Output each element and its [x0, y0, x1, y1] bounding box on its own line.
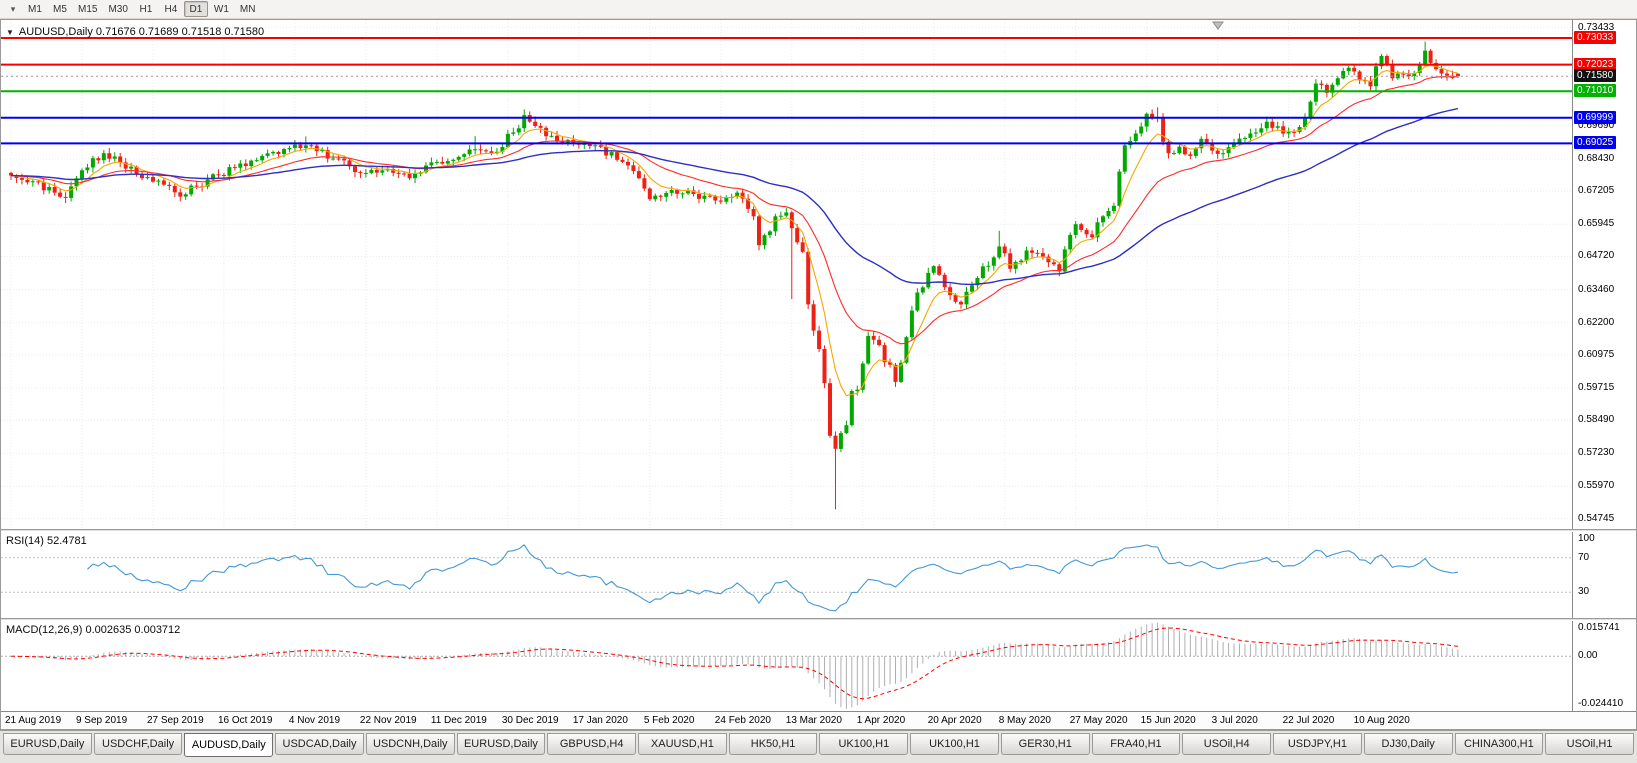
timeframe-button-m15[interactable]: M15	[78, 3, 98, 15]
date-tick-label: 13 Mar 2020	[785, 715, 842, 726]
chart-shift-marker	[1212, 21, 1224, 30]
timeframe-button-m30[interactable]: M30	[108, 3, 128, 15]
date-tick-label: 22 Nov 2019	[359, 715, 417, 726]
chart-tab[interactable]: EURUSD,Daily	[456, 733, 546, 755]
toolbar-dropdown-button[interactable]: ▾	[4, 1, 22, 17]
hline-price-tag: 0.71010	[1574, 84, 1617, 98]
chart-tab[interactable]: DJ30,Daily	[1363, 733, 1453, 755]
timeframe-button-m5[interactable]: M5	[53, 3, 67, 15]
pane-splitter[interactable]	[1, 529, 1636, 532]
main-price-pane[interactable]: ▼ AUDUSD,Daily 0.71676 0.71689 0.71518 0…	[1, 20, 1572, 529]
price-axis[interactable]: 0.73433 0.69690 0.68430 0.67205 0.65945 0.647…	[1572, 20, 1636, 711]
chart-tab[interactable]: UK100,H1	[910, 733, 999, 755]
price-tick-label: 0.60975	[1578, 348, 1615, 360]
timeframe-button-mn[interactable]: MN	[239, 3, 256, 15]
date-tick-label: 21 Aug 2019	[5, 715, 62, 726]
rsi-tick-label: 70	[1578, 551, 1590, 563]
price-tick-label: 0.63460	[1578, 283, 1615, 295]
date-tick-label: 9 Sep 2019	[75, 715, 128, 726]
rsi-pane[interactable]: RSI(14) 52.4781	[1, 532, 1572, 618]
date-tick-label: 4 Nov 2019	[288, 715, 341, 726]
hline-price-tag: 0.72023	[1574, 57, 1617, 71]
price-tick-label: 0.67205	[1578, 185, 1615, 197]
price-tick-label: 0.54745	[1578, 512, 1615, 524]
price-tick-label: 0.58490	[1578, 414, 1615, 426]
date-tick-label: 27 Sep 2019	[146, 715, 204, 726]
rsi-chart[interactable]	[1, 532, 1572, 618]
price-tick-label: 0.68430	[1578, 153, 1615, 164]
chart-tab[interactable]: USDCNH,Daily	[365, 733, 455, 755]
current-price-tag: 0.71580	[1574, 69, 1617, 83]
candlestick-chart[interactable]	[1, 20, 1572, 529]
macd-label: MACD(12,26,9) 0.002635 0.003712	[6, 624, 181, 636]
macd-chart[interactable]	[1, 621, 1572, 711]
price-tick-label: 0.69690	[1578, 119, 1615, 131]
chart-tab[interactable]: USDCHF,Daily	[93, 733, 183, 755]
price-tick-label: 0.57230	[1578, 447, 1615, 459]
chart-tab[interactable]: GER30,H1	[1000, 733, 1090, 755]
quote-header: ▼ AUDUSD,Daily 0.71676 0.71689 0.71518 0…	[6, 26, 264, 38]
macd-tick-label: 0.00	[1578, 650, 1598, 662]
price-tick-label: 0.65945	[1578, 218, 1615, 230]
timeframe-button-w1[interactable]: W1	[213, 3, 229, 15]
chart-tab[interactable]: FRA40,H1	[1091, 733, 1181, 755]
macd-tick-label: 0.015741	[1578, 622, 1620, 633]
timeframe-buttons: M1 M5 M15 M30 H1 H4 D1 W1 MN	[23, 1, 260, 17]
date-tick-label: 20 Apr 2020	[927, 715, 982, 726]
date-tick-label: 22 Jul 2020	[1282, 715, 1335, 726]
date-tick-label: 15 Jun 2020	[1140, 715, 1196, 726]
date-tick-label: 17 Jan 2020	[572, 715, 628, 726]
timeframe-button-h1[interactable]: H1	[139, 3, 153, 15]
macd-pane[interactable]: MACD(12,26,9) 0.002635 0.003712	[1, 621, 1572, 711]
chart-tab[interactable]: EURUSD,Daily	[3, 733, 92, 755]
date-tick-label: 27 May 2020	[1069, 715, 1128, 726]
price-tick-label: 0.59715	[1578, 382, 1615, 394]
chart-tab[interactable]: GBPUSD,H4	[547, 733, 637, 755]
chart-tab[interactable]: XAUUSD,H1	[638, 733, 727, 755]
quote-text: AUDUSD,Daily 0.71676 0.71689 0.71518 0.7…	[18, 26, 265, 38]
price-tick-label: 0.55970	[1578, 480, 1615, 492]
collapse-triangle-icon: ▼	[6, 27, 14, 37]
date-tick-label: 10 Aug 2020	[1353, 715, 1410, 726]
chart-tab-bar: EURUSD,Daily USDCHF,Daily AUDUSD,Daily USDC…	[0, 730, 1637, 763]
rsi-tick-label: 100	[1578, 533, 1595, 544]
pane-splitter[interactable]	[1, 618, 1636, 621]
chart-tab[interactable]: UK100,H1	[819, 733, 909, 755]
date-tick-label: 11 Dec 2019	[430, 715, 487, 726]
price-tick-label: 0.62200	[1578, 316, 1615, 328]
timeframe-button-h4[interactable]: H4	[164, 3, 178, 15]
rsi-label: RSI(14) 52.4781	[6, 535, 87, 547]
date-tick-label: 5 Feb 2020	[643, 715, 695, 726]
chart-window: ▼ AUDUSD,Daily 0.71676 0.71689 0.71518 0…	[0, 19, 1637, 730]
chart-tab[interactable]: USDJPY,H1	[1273, 733, 1362, 755]
hline-price-tag: 0.73033	[1574, 31, 1617, 45]
time-axis[interactable]: 21 Aug 2019 9 Sep 2019 27 Sep 2019 16 Oct 2…	[1, 711, 1636, 729]
chart-tab[interactable]: CHINA300,H1	[1454, 733, 1544, 755]
hline-price-tag: 0.69999	[1574, 110, 1617, 124]
date-tick-label: 1 Apr 2020	[856, 715, 906, 726]
price-tick-label: 0.73433	[1578, 21, 1615, 33]
chart-tab[interactable]: USOil,H1	[1545, 733, 1634, 755]
chart-tab[interactable]: AUDUSD,Daily	[184, 733, 274, 757]
date-tick-label: 24 Feb 2020	[714, 715, 771, 726]
timeframe-button-m1[interactable]: M1	[28, 3, 42, 15]
date-tick-label: 8 May 2020	[998, 715, 1051, 726]
chart-tab[interactable]: HK50,H1	[728, 733, 818, 755]
hline-price-tag: 0.69025	[1574, 136, 1617, 150]
date-tick-label: 3 Jul 2020	[1211, 715, 1258, 726]
chevron-down-icon: ▾	[10, 3, 16, 14]
timeframe-toolbar: ▾ M1 M5 M15 M30 H1 H4 D1 W1 MN	[0, 0, 1637, 19]
chart-tab[interactable]: USDCAD,Daily	[275, 733, 364, 755]
rsi-tick-label: 30	[1578, 586, 1590, 598]
price-tick-label: 0.64720	[1578, 250, 1615, 262]
chart-tab[interactable]: USOil,H4	[1182, 733, 1272, 755]
timeframe-button-d1[interactable]: D1	[183, 1, 208, 17]
date-tick-label: 16 Oct 2019	[217, 715, 273, 726]
date-tick-label: 30 Dec 2019	[501, 715, 559, 726]
macd-tick-label: -0.024410	[1578, 698, 1624, 709]
